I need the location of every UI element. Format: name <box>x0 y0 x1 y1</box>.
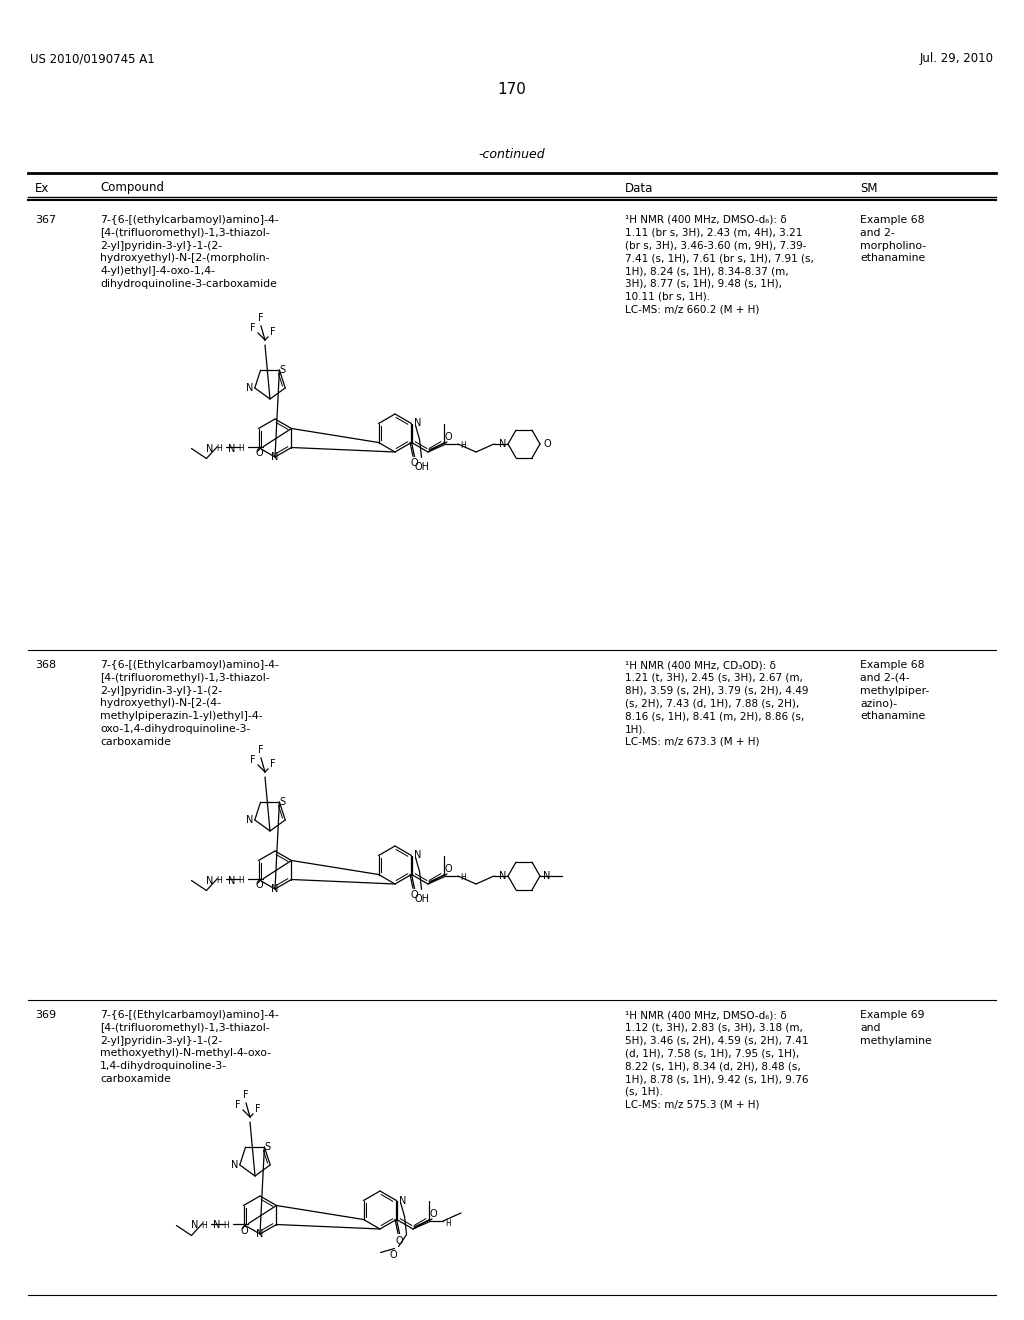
Text: N: N <box>500 871 507 880</box>
Text: 170: 170 <box>498 82 526 96</box>
Text: H: H <box>239 444 245 453</box>
Text: Ex: Ex <box>35 181 49 194</box>
Text: -continued: -continued <box>478 148 546 161</box>
Text: ¹H NMR (400 MHz, CD₃OD): δ
1.21 (t, 3H), 2.45 (s, 3H), 2.67 (m,
8H), 3.59 (s, 2H: ¹H NMR (400 MHz, CD₃OD): δ 1.21 (t, 3H),… <box>625 660 809 747</box>
Text: H: H <box>202 1221 207 1230</box>
Text: N: N <box>399 1196 407 1205</box>
Text: N: N <box>206 875 213 886</box>
Text: N: N <box>231 1160 239 1170</box>
Text: 368: 368 <box>35 660 56 671</box>
Text: F: F <box>250 323 256 333</box>
Text: N: N <box>271 884 279 894</box>
Text: O: O <box>429 1209 437 1218</box>
Text: N: N <box>206 444 213 454</box>
Text: O: O <box>411 458 419 469</box>
Text: H: H <box>460 874 466 883</box>
Text: H: H <box>217 876 222 884</box>
Text: F: F <box>270 759 275 770</box>
Text: US 2010/0190745 A1: US 2010/0190745 A1 <box>30 51 155 65</box>
Text: H: H <box>445 1220 451 1229</box>
Text: O: O <box>241 1225 248 1236</box>
Text: OH: OH <box>414 462 429 471</box>
Text: N: N <box>256 1229 264 1239</box>
Text: N: N <box>544 871 551 880</box>
Text: N: N <box>414 850 421 861</box>
Text: F: F <box>236 1100 241 1110</box>
Text: F: F <box>258 313 264 323</box>
Text: N: N <box>271 451 279 462</box>
Text: N: N <box>246 383 254 393</box>
Text: S: S <box>280 366 286 375</box>
Text: N: N <box>227 444 236 454</box>
Text: O: O <box>444 865 452 874</box>
Text: ¹H NMR (400 MHz, DMSO-d₆): δ
1.11 (br s, 3H), 2.43 (m, 4H), 3.21
(br s, 3H), 3.4: ¹H NMR (400 MHz, DMSO-d₆): δ 1.11 (br s,… <box>625 215 814 314</box>
Text: O: O <box>444 432 452 442</box>
Text: 367: 367 <box>35 215 56 224</box>
Text: H: H <box>239 876 245 884</box>
Text: ¹H NMR (400 MHz, DMSO-d₆): δ
1.12 (t, 3H), 2.83 (s, 3H), 3.18 (m,
5H), 3.46 (s, : ¹H NMR (400 MHz, DMSO-d₆): δ 1.12 (t, 3H… <box>625 1010 809 1110</box>
Text: S: S <box>264 1142 270 1152</box>
Text: SM: SM <box>860 181 878 194</box>
Text: 7-{6-[(Ethylcarbamoyl)amino]-4-
[4-(trifluoromethyl)-1,3-thiazol-
2-yl]pyridin-3: 7-{6-[(Ethylcarbamoyl)amino]-4- [4-(trif… <box>100 1010 279 1084</box>
Text: Example 69
and
methylamine: Example 69 and methylamine <box>860 1010 932 1045</box>
Text: F: F <box>255 1104 261 1114</box>
Text: H: H <box>217 444 222 453</box>
Text: N: N <box>190 1221 198 1230</box>
Text: O: O <box>395 1236 403 1246</box>
Text: Jul. 29, 2010: Jul. 29, 2010 <box>920 51 994 65</box>
Text: O: O <box>390 1250 397 1259</box>
Text: N: N <box>213 1221 220 1230</box>
Text: Data: Data <box>625 181 653 194</box>
Text: 7-{6-[(ethylcarbamoyl)amino]-4-
[4-(trifluoromethyl)-1,3-thiazol-
2-yl]pyridin-3: 7-{6-[(ethylcarbamoyl)amino]-4- [4-(trif… <box>100 215 279 289</box>
Text: F: F <box>250 755 256 766</box>
Text: N: N <box>227 875 236 886</box>
Text: F: F <box>258 744 264 755</box>
Text: 369: 369 <box>35 1010 56 1020</box>
Text: Compound: Compound <box>100 181 164 194</box>
Text: N: N <box>246 814 254 825</box>
Text: Example 68
and 2-
morpholino-
ethanamine: Example 68 and 2- morpholino- ethanamine <box>860 215 927 264</box>
Text: O: O <box>256 880 263 891</box>
Text: O: O <box>256 449 263 458</box>
Text: S: S <box>280 797 286 807</box>
Text: N: N <box>414 418 421 429</box>
Text: F: F <box>243 1090 249 1100</box>
Text: O: O <box>543 440 551 449</box>
Text: OH: OH <box>414 894 429 903</box>
Text: H: H <box>223 1221 229 1230</box>
Text: Example 68
and 2-(4-
methylpiper-
azino)-
ethanamine: Example 68 and 2-(4- methylpiper- azino)… <box>860 660 929 721</box>
Text: F: F <box>270 327 275 337</box>
Text: O: O <box>411 891 419 900</box>
Text: N: N <box>500 440 507 449</box>
Text: 7-{6-[(Ethylcarbamoyl)amino]-4-
[4-(trifluoromethyl)-1,3-thiazol-
2-yl]pyridin-3: 7-{6-[(Ethylcarbamoyl)amino]-4- [4-(trif… <box>100 660 279 747</box>
Text: H: H <box>460 441 466 450</box>
